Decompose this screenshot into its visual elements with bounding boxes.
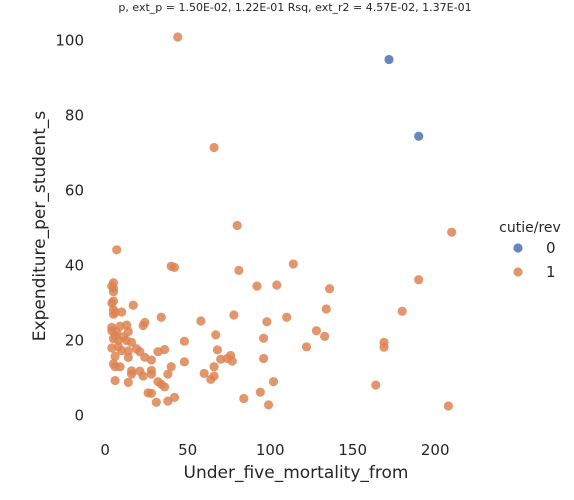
- x-tick-label: 0: [100, 441, 110, 459]
- x-axis-ticks: 0 50 100 150 200: [100, 441, 449, 459]
- y-tick-label: 60: [65, 182, 84, 200]
- data-point-series-1: [229, 310, 239, 320]
- x-tick-label: 200: [421, 441, 450, 459]
- legend-label-0: 0: [546, 239, 556, 257]
- data-point-series-1: [397, 306, 407, 316]
- data-point-series-1: [123, 346, 133, 356]
- data-point-series-1: [379, 342, 389, 352]
- data-point-series-1: [239, 393, 249, 404]
- x-tick-label: 150: [338, 441, 367, 459]
- data-point-series-1: [209, 362, 219, 372]
- data-point-series-0: [384, 54, 394, 65]
- data-point-series-1: [153, 347, 163, 357]
- data-point-series-1: [110, 375, 120, 386]
- data-point-series-1: [288, 259, 298, 269]
- data-point-series-1: [123, 352, 133, 362]
- data-point-series-1: [146, 369, 156, 379]
- data-point-series-1: [206, 374, 216, 385]
- data-point-series-1: [169, 392, 180, 403]
- data-point-series-1: [160, 382, 170, 392]
- data-point-series-1: [227, 356, 237, 366]
- data-point-series-1: [166, 362, 176, 372]
- data-point-series-1: [146, 388, 156, 398]
- data-point-series-1: [138, 320, 148, 331]
- data-point-series-0: [414, 131, 424, 141]
- data-point-series-1: [169, 262, 180, 273]
- data-point-series-1: [272, 280, 282, 290]
- data-point-series-1: [282, 312, 292, 322]
- data-point-series-1: [262, 317, 272, 327]
- data-point-series-1: [108, 287, 119, 297]
- legend-label-1: 1: [546, 263, 556, 281]
- data-point-series-1: [112, 245, 122, 255]
- chart-title: p, ext_p = 1.50E-02, 1.22E-01 Rsq, ext_r…: [118, 1, 471, 14]
- data-point-series-1: [216, 354, 226, 364]
- y-axis-label: Expenditure_per_student_s: [30, 111, 50, 342]
- data-point-series-1: [443, 401, 453, 411]
- data-point-series-1: [320, 331, 330, 341]
- data-point-series-1: [259, 353, 269, 364]
- legend-title: cutie/rev: [499, 220, 561, 236]
- data-point-series-1: [371, 380, 381, 390]
- data-point-series-1: [199, 368, 209, 379]
- data-point-series-1: [301, 342, 312, 352]
- data-point-series-1: [252, 281, 262, 291]
- data-point-series-1: [179, 357, 189, 367]
- data-point-series-1: [108, 309, 119, 319]
- data-point-series-1: [211, 330, 221, 340]
- data-point-series-1: [179, 336, 189, 346]
- y-tick-label: 100: [55, 32, 84, 50]
- data-point-series-1: [117, 345, 127, 356]
- x-tick-label: 100: [256, 441, 285, 459]
- data-point-series-1: [151, 397, 161, 407]
- data-point-series-1: [232, 220, 242, 231]
- legend: cutie/rev 0 1: [499, 220, 561, 281]
- y-tick-label: 80: [65, 107, 84, 125]
- y-axis-ticks: 0 20 40 60 80 100: [55, 32, 84, 425]
- data-point-series-1: [123, 377, 133, 388]
- data-point-series-1: [127, 337, 137, 347]
- data-point-series-1: [127, 369, 137, 379]
- legend-marker-0: [513, 243, 523, 253]
- x-tick-label: 50: [178, 441, 197, 459]
- legend-marker-1: [513, 267, 523, 277]
- data-point-series-1: [196, 316, 206, 326]
- data-point-series-1: [138, 371, 148, 381]
- data-point-series-1: [447, 227, 457, 237]
- data-point-series-1: [110, 351, 120, 361]
- data-point-series-1: [255, 387, 265, 397]
- data-points: [107, 32, 457, 411]
- data-point-series-1: [321, 304, 331, 314]
- data-point-series-1: [234, 265, 244, 275]
- data-point-series-1: [263, 400, 274, 410]
- data-point-series-1: [113, 335, 123, 346]
- data-point-series-1: [325, 284, 335, 294]
- y-tick-label: 20: [65, 331, 84, 349]
- data-point-series-1: [156, 312, 166, 322]
- data-point-series-1: [173, 32, 183, 42]
- data-point-series-1: [268, 377, 279, 387]
- data-point-series-1: [115, 362, 125, 372]
- data-point-series-1: [311, 326, 321, 336]
- data-point-series-1: [259, 333, 269, 343]
- data-point-series-1: [117, 307, 127, 317]
- data-point-series-1: [414, 275, 424, 285]
- y-tick-label: 40: [65, 257, 84, 275]
- y-tick-label: 0: [74, 406, 84, 424]
- data-point-series-1: [146, 355, 156, 365]
- data-point-series-1: [163, 369, 173, 379]
- data-point-series-1: [209, 142, 219, 153]
- data-point-series-1: [128, 300, 138, 310]
- data-point-series-1: [212, 345, 222, 355]
- x-axis-label: Under_five_mortality_from: [184, 463, 409, 483]
